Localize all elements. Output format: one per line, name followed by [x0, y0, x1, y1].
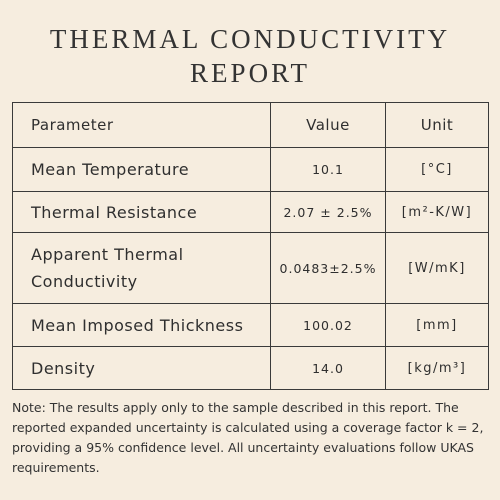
- column-header: Parameter: [12, 102, 271, 148]
- value-cell: 0.0483±2.5%: [270, 232, 386, 304]
- value-cell: 10.1: [270, 147, 386, 192]
- unit-cell: [kg/m³]: [385, 346, 489, 390]
- parameter-cell: Density: [12, 346, 271, 390]
- title-line: THERMAL CONDUCTIVITY: [49, 24, 451, 54]
- table-row: Apparent Thermal Conductivity 0.0483±2.5%…: [12, 232, 489, 304]
- unit-cell: [m²-K/W]: [385, 191, 489, 233]
- value-cell: 100.02: [270, 303, 386, 347]
- parameter-cell: Mean Temperature: [12, 147, 271, 192]
- table-row: Density 14.0 [kg/m³]: [12, 346, 489, 390]
- unit-cell: [W/mK]: [385, 232, 489, 304]
- parameter-cell: Thermal Resistance: [12, 191, 271, 233]
- report-title: THERMAL CONDUCTIVITY REPORT: [0, 22, 500, 90]
- table-row: Mean Imposed Thickness 100.02 [mm]: [12, 303, 489, 347]
- column-header: Unit: [385, 102, 489, 148]
- column-header: Value: [270, 102, 386, 148]
- header-row: Parameter Value Unit: [12, 102, 489, 148]
- parameter-cell: Apparent Thermal Conductivity: [12, 232, 271, 304]
- unit-cell: [°C]: [385, 147, 489, 192]
- value-cell: 2.07 ± 2.5%: [270, 191, 386, 233]
- unit-cell: [mm]: [385, 303, 489, 347]
- value-cell: 14.0: [270, 346, 386, 390]
- data-table: Parameter Value Unit Mean Temperature 10.…: [12, 102, 489, 390]
- table-row: Mean Temperature 10.1 [°C]: [12, 147, 489, 192]
- title-line: REPORT: [190, 58, 310, 88]
- table-row: Thermal Resistance 2.07 ± 2.5% [m²-K/W]: [12, 191, 489, 233]
- parameter-cell: Mean Imposed Thickness: [12, 303, 271, 347]
- footnote: Note: The results apply only to the samp…: [12, 400, 484, 475]
